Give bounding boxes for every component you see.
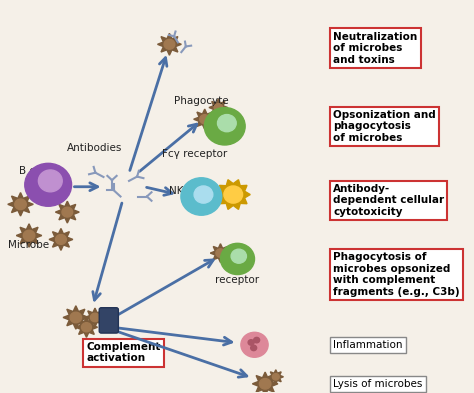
FancyBboxPatch shape [99,308,118,333]
Polygon shape [8,193,33,216]
Circle shape [248,340,254,345]
Circle shape [224,186,243,203]
Text: Neutralization
of microbes
and toxins: Neutralization of microbes and toxins [333,31,418,65]
Circle shape [181,178,222,215]
Circle shape [70,312,82,323]
Polygon shape [63,306,89,329]
Circle shape [82,323,91,332]
Circle shape [91,313,100,322]
Text: Microbe: Microbe [9,240,50,250]
Polygon shape [209,99,228,116]
Text: Antibody-
dependent cellular
cytotoxicity: Antibody- dependent cellular cytotoxicit… [333,184,444,217]
Circle shape [220,243,255,275]
Polygon shape [157,33,182,55]
Polygon shape [268,370,283,384]
Circle shape [231,249,246,263]
Text: Phagocyte: Phagocyte [174,96,228,106]
Polygon shape [49,228,73,250]
Polygon shape [210,244,231,263]
Circle shape [164,39,175,49]
Text: Fcγ receptor: Fcγ receptor [162,149,228,159]
Circle shape [216,249,225,257]
Circle shape [204,108,245,145]
Circle shape [55,235,66,244]
Text: C3b
receptor: C3b receptor [215,264,260,285]
Text: B cell: B cell [19,166,47,176]
Polygon shape [16,224,42,247]
Circle shape [251,345,256,351]
Text: Inflammation: Inflammation [333,340,403,350]
Text: Lysis of microbes: Lysis of microbes [333,379,423,389]
Circle shape [214,104,223,111]
Polygon shape [85,308,105,327]
Circle shape [15,199,26,209]
Text: Complement
activation: Complement activation [86,342,161,364]
Circle shape [194,186,213,203]
Circle shape [273,374,279,380]
Polygon shape [216,180,250,209]
Circle shape [62,207,73,217]
Polygon shape [194,109,216,129]
Polygon shape [252,372,278,393]
Circle shape [218,114,236,132]
Circle shape [25,163,72,206]
Circle shape [241,332,268,357]
Circle shape [254,337,260,343]
Text: Opsonization and
phagocytosis
of microbes: Opsonization and phagocytosis of microbe… [333,110,436,143]
Circle shape [200,115,210,124]
Text: Antibodies: Antibodies [67,143,123,153]
Text: Phagocytosis of
microbes opsonized
with complement
fragments (e.g., C3b): Phagocytosis of microbes opsonized with … [333,252,460,297]
Polygon shape [75,317,98,337]
Circle shape [259,378,271,389]
Polygon shape [55,201,79,223]
Circle shape [23,230,35,241]
Text: NK cell: NK cell [168,185,204,196]
Circle shape [38,170,62,192]
